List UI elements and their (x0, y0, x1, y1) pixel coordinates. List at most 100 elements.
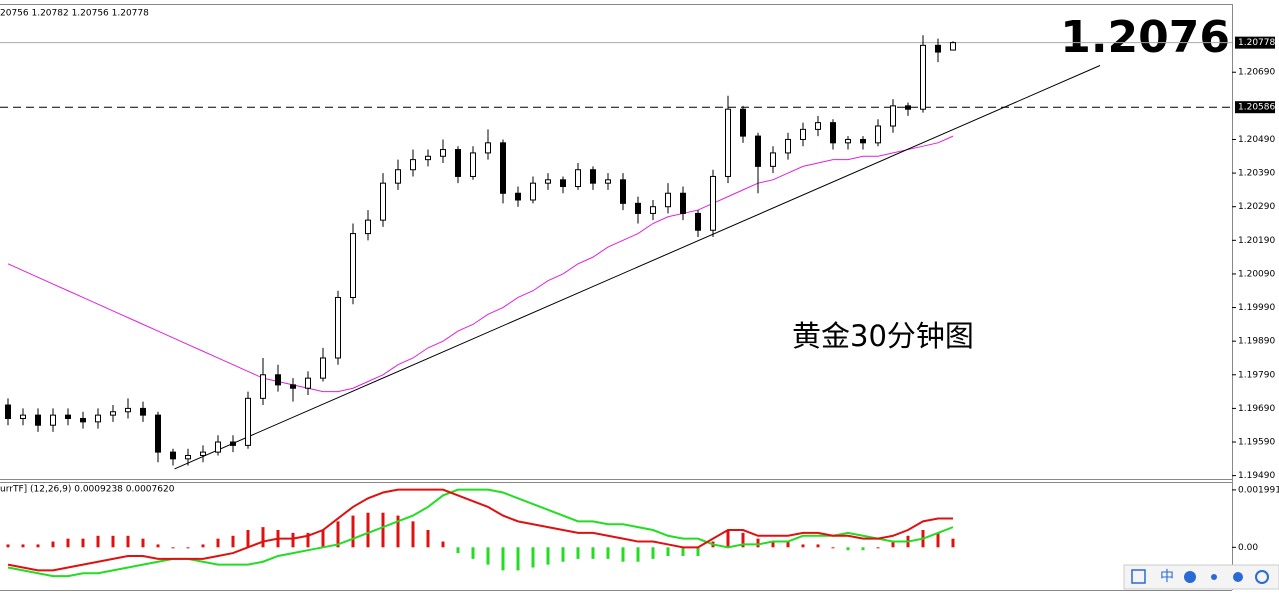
toolbar-icon[interactable] (1184, 571, 1196, 583)
histogram-bar (66, 538, 70, 548)
candle-body (755, 135, 761, 167)
candle-body (680, 192, 686, 214)
candle-body (620, 179, 626, 204)
candle-body (815, 122, 821, 130)
histogram-bar (336, 521, 340, 548)
level-label-bg (1235, 101, 1275, 114)
candle-body (170, 451, 176, 460)
histogram-bar (6, 544, 10, 548)
candle-body (350, 233, 356, 298)
price-label-bg (1235, 36, 1275, 49)
candle-body (830, 122, 836, 144)
histogram-bar (801, 544, 805, 548)
candle-body (710, 175, 716, 231)
histogram-bar (741, 532, 745, 548)
histogram-bar (681, 547, 685, 556)
histogram-bar (21, 544, 25, 548)
toolbar-bg (1123, 564, 1279, 590)
candle-body (500, 142, 506, 194)
signal-line (7, 488, 954, 578)
candle-body (110, 411, 116, 416)
histogram-bar (771, 541, 775, 548)
candle-body (365, 219, 371, 235)
moving-average (7, 135, 954, 393)
histogram-bar (216, 538, 220, 548)
y-tick-label: 1.20290 (1238, 202, 1275, 212)
macd-line (7, 488, 953, 572)
histogram-bar (651, 547, 655, 559)
candle-body (785, 138, 791, 154)
candle-body (320, 357, 326, 379)
candle-body (920, 44, 926, 110)
histogram-bar (486, 547, 490, 565)
candle-body (245, 397, 251, 446)
candle-body (515, 192, 521, 201)
histogram-bar (501, 547, 505, 571)
histogram-bar (441, 541, 445, 548)
histogram-bar (81, 538, 85, 548)
y-tick-label: 1.19590 (1238, 438, 1275, 448)
candle-body (485, 142, 491, 154)
candle-body (380, 182, 386, 221)
candle-body (35, 414, 41, 426)
histogram-bar (861, 547, 865, 551)
chart-title: 黄金30分钟图 (792, 319, 974, 353)
candle-body (605, 179, 611, 184)
y-tick-label: 1.20190 (1238, 236, 1275, 246)
histogram-bar (546, 547, 550, 565)
toolbar: 中 (1123, 564, 1279, 590)
candle-body (185, 454, 191, 460)
candle-body (635, 202, 641, 214)
candle-body (560, 179, 566, 188)
candle-body (305, 377, 311, 389)
candle-body (5, 404, 11, 419)
histogram-bar (291, 532, 295, 548)
histogram-bar (786, 541, 790, 548)
toolbar-icon[interactable] (1255, 570, 1269, 584)
price-badge: 1.2076 (1060, 12, 1230, 63)
candle-body (140, 407, 146, 416)
histogram-bar (156, 544, 160, 548)
candle-body (590, 169, 596, 184)
candle-body (395, 169, 401, 184)
y-tick-label: 1.19490 (1238, 471, 1275, 481)
toolbar-icon[interactable] (1131, 569, 1146, 584)
candle-body (260, 374, 266, 399)
candle-body (440, 149, 446, 157)
candle-body (530, 182, 536, 201)
histogram-bar (111, 535, 115, 548)
histogram-bar (756, 538, 760, 548)
histogram-bar (951, 538, 955, 548)
histogram-bar (426, 530, 430, 548)
histogram-bar (411, 521, 415, 548)
histogram-bar (171, 547, 175, 549)
histogram-bar (576, 547, 580, 559)
candle-body (290, 384, 296, 389)
candle-body (80, 417, 86, 423)
candle-body (575, 169, 581, 188)
y-tick-label: 1.20090 (1238, 269, 1275, 279)
toolbar-ime[interactable]: 中 (1160, 569, 1174, 585)
candle-body (230, 441, 236, 446)
histogram-bar (261, 527, 265, 548)
histogram-bar (831, 547, 835, 549)
y-tick-label: 1.20690 (1238, 68, 1275, 78)
y-tick-label: 0.00 (1238, 543, 1258, 553)
histogram-bar (351, 515, 355, 548)
histogram-bar (561, 547, 565, 562)
histogram-bar (246, 530, 250, 548)
candle-body (545, 179, 551, 184)
histogram-bar (846, 547, 850, 551)
toolbar-icon[interactable] (1233, 572, 1243, 582)
histogram-bar (366, 512, 370, 548)
candle-body (425, 155, 431, 161)
histogram-bar (666, 547, 670, 556)
candle-body (50, 414, 56, 426)
histogram-bar (936, 532, 940, 548)
toolbar-icon[interactable] (1211, 574, 1217, 580)
histogram-bar (231, 535, 235, 548)
candle-body (650, 206, 656, 214)
histogram-bar (591, 547, 595, 559)
